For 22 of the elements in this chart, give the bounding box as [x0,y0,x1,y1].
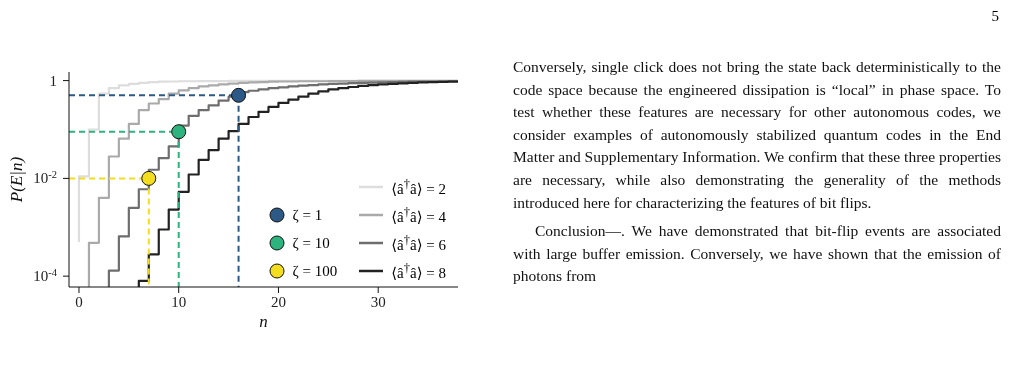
point [171,124,187,140]
point [231,87,247,103]
legend-label: ζ = 10 [292,234,330,252]
x-tick-label: 10 [171,294,187,310]
text: Conclusion—. We have demonstrated that bit-flip events are associated with large buffer emission. Conversely, we have shown that the emission of photons from [513,221,1001,287]
legend-label: ⟨â$^{†}$â⟩ = 2 [391,176,446,198]
text: Conversely, single click does not bring the state back deterministically to the code space because the engineered dissipation is “local” in phase space. To test whether these features are necessary for other autonomous codes, we consider examples of autonomously stabilized quantum codes in the End Matter and Supplementary Information. We confirm that these three properties are necessary, while also demonstrating the generality of the methods introduced here for characterizing the features of bit flips. [513,57,1001,213]
y-axis-title: P(E|n) [7,156,27,204]
legend-label: ⟨â$^{†}$â⟩ = 4 [391,204,446,226]
y-tick-label: 1 [49,72,57,89]
legend-label: ⟨â$^{†}$â⟩ = 6 [391,232,446,254]
legend-label: ζ = 1 [292,206,323,224]
x-tick-label: 20 [270,294,286,310]
y-tick-label: 10$^{-2}$ [33,168,57,187]
y-tick-label: 10$^{-4}$ [33,266,58,285]
text: 5 [991,8,999,25]
legend-label: ζ = 100 [292,262,338,280]
x-tick-label: 0 [75,294,83,310]
legend-label: ⟨â$^{†}$â⟩ = 8 [391,260,446,282]
x-tick-label: 30 [370,294,386,310]
x-axis-title: n [259,312,268,331]
point [141,170,157,186]
